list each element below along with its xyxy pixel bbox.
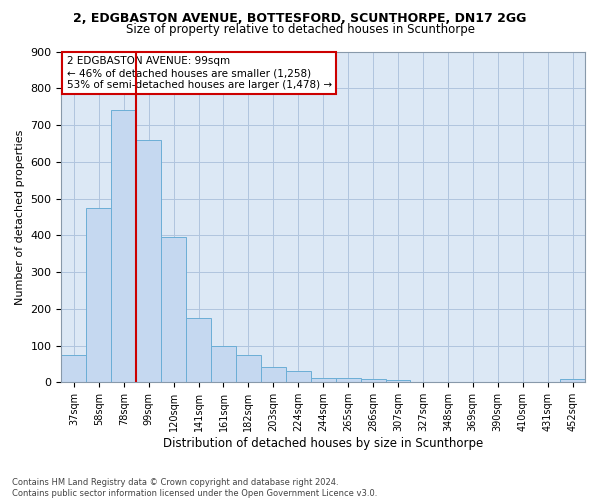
Bar <box>111 110 136 382</box>
Bar <box>161 237 186 382</box>
Text: Contains HM Land Registry data © Crown copyright and database right 2024.
Contai: Contains HM Land Registry data © Crown c… <box>12 478 377 498</box>
Text: 2, EDGBASTON AVENUE, BOTTESFORD, SCUNTHORPE, DN17 2GG: 2, EDGBASTON AVENUE, BOTTESFORD, SCUNTHO… <box>73 12 527 26</box>
Bar <box>386 380 410 382</box>
Bar <box>136 140 161 382</box>
Bar <box>211 346 236 383</box>
Bar <box>286 372 311 382</box>
Text: 2 EDGBASTON AVENUE: 99sqm
← 46% of detached houses are smaller (1,258)
53% of se: 2 EDGBASTON AVENUE: 99sqm ← 46% of detac… <box>67 56 332 90</box>
Y-axis label: Number of detached properties: Number of detached properties <box>15 129 25 304</box>
Bar <box>335 378 361 382</box>
X-axis label: Distribution of detached houses by size in Scunthorpe: Distribution of detached houses by size … <box>163 437 484 450</box>
Bar <box>186 318 211 382</box>
Text: Size of property relative to detached houses in Scunthorpe: Size of property relative to detached ho… <box>125 22 475 36</box>
Bar <box>261 367 286 382</box>
Bar <box>560 380 585 382</box>
Bar <box>86 208 111 382</box>
Bar <box>311 378 335 382</box>
Bar <box>61 355 86 382</box>
Bar <box>361 378 386 382</box>
Bar <box>236 355 261 382</box>
